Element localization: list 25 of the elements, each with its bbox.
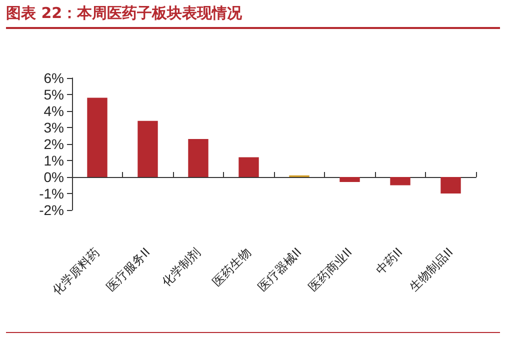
chart-title: 图表 22：本周医药子板块表现情况: [6, 4, 500, 29]
y-tick-label: 6%: [44, 70, 64, 86]
x-tick-label: 生物制品II: [406, 245, 456, 294]
x-tick-label: 医疗服务II: [104, 245, 153, 294]
bar: [390, 177, 410, 186]
x-tick-label: 化学原料药: [50, 245, 102, 298]
y-tick-label: 3%: [44, 120, 64, 136]
y-tick-label: 0%: [44, 169, 64, 185]
x-tick-label: 医药生物: [210, 245, 254, 289]
bar: [87, 98, 108, 177]
x-tick-label: 化学制剂: [159, 245, 204, 289]
y-tick-label: -1%: [39, 186, 64, 202]
y-tick-label: 4%: [44, 103, 64, 119]
bar: [238, 157, 259, 177]
y-tick-label: 2%: [44, 136, 64, 152]
y-tick-label: 1%: [44, 152, 64, 168]
bar: [188, 139, 208, 177]
bar: [440, 177, 461, 194]
x-tick-label: 医药商业II: [306, 245, 355, 294]
bar: [340, 177, 360, 182]
y-tick-label: 5%: [44, 86, 64, 102]
y-tick-label: -2%: [39, 202, 64, 218]
x-tick-label: 中药II: [373, 245, 406, 277]
x-tick-label: 医疗器械II: [255, 245, 304, 294]
bar: [138, 120, 158, 177]
